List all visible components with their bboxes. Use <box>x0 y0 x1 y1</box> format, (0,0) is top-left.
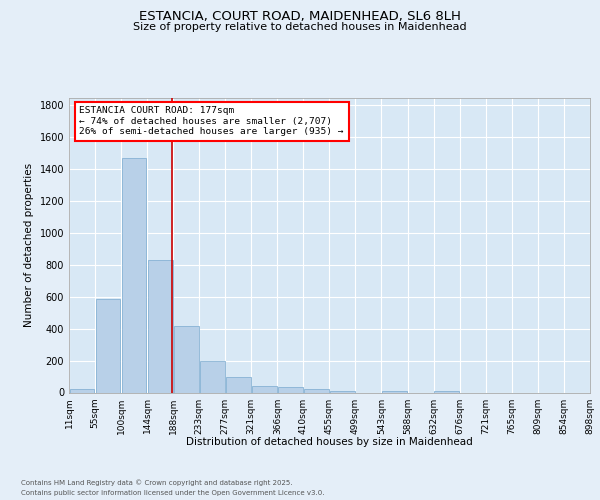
Text: Contains public sector information licensed under the Open Government Licence v3: Contains public sector information licen… <box>21 490 325 496</box>
Bar <box>330 391 355 392</box>
X-axis label: Distribution of detached houses by size in Maidenhead: Distribution of detached houses by size … <box>186 436 473 446</box>
Bar <box>252 386 277 392</box>
Text: Size of property relative to detached houses in Maidenhead: Size of property relative to detached ho… <box>133 22 467 32</box>
Bar <box>304 390 329 392</box>
Bar <box>70 390 94 392</box>
Bar <box>278 387 303 392</box>
Text: ESTANCIA COURT ROAD: 177sqm
← 74% of detached houses are smaller (2,707)
26% of : ESTANCIA COURT ROAD: 177sqm ← 74% of det… <box>79 106 344 136</box>
Bar <box>382 390 407 392</box>
Bar <box>174 326 199 392</box>
Text: ESTANCIA, COURT ROAD, MAIDENHEAD, SL6 8LH: ESTANCIA, COURT ROAD, MAIDENHEAD, SL6 8L… <box>139 10 461 23</box>
Text: Contains HM Land Registry data © Crown copyright and database right 2025.: Contains HM Land Registry data © Crown c… <box>21 480 293 486</box>
Bar <box>226 376 251 392</box>
Bar <box>148 260 173 392</box>
Bar <box>122 158 146 392</box>
Bar <box>200 360 224 392</box>
Bar <box>95 299 121 392</box>
Bar <box>434 391 459 392</box>
Y-axis label: Number of detached properties: Number of detached properties <box>24 163 34 327</box>
